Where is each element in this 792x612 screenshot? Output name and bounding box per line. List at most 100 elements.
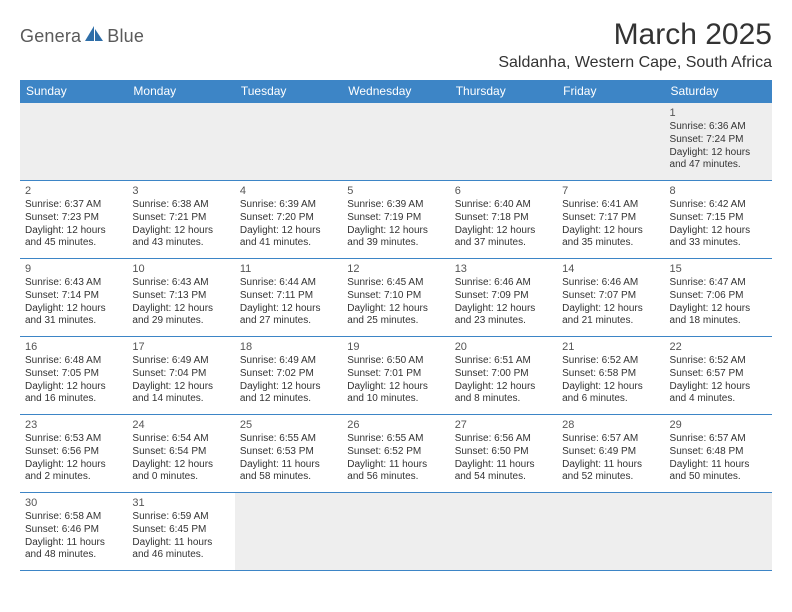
daylight-line: Daylight: 12 hours and 8 minutes. bbox=[455, 381, 552, 407]
calendar-cell: 18Sunrise: 6:49 AMSunset: 7:02 PMDayligh… bbox=[235, 337, 342, 415]
weekday-header: Sunday bbox=[20, 80, 127, 103]
calendar-cell: 2Sunrise: 6:37 AMSunset: 7:23 PMDaylight… bbox=[20, 181, 127, 259]
daylight-line: Daylight: 12 hours and 16 minutes. bbox=[25, 381, 122, 407]
daylight-line: Daylight: 11 hours and 54 minutes. bbox=[455, 459, 552, 485]
sunrise-line: Sunrise: 6:43 AM bbox=[132, 277, 229, 290]
calendar-cell: 29Sunrise: 6:57 AMSunset: 6:48 PMDayligh… bbox=[665, 415, 772, 493]
sunrise-line: Sunrise: 6:45 AM bbox=[347, 277, 444, 290]
sunrise-line: Sunrise: 6:44 AM bbox=[240, 277, 337, 290]
daylight-line: Daylight: 12 hours and 14 minutes. bbox=[132, 381, 229, 407]
daylight-line: Daylight: 12 hours and 4 minutes. bbox=[670, 381, 767, 407]
day-number: 1 bbox=[670, 106, 767, 120]
day-number: 7 bbox=[562, 184, 659, 198]
day-number: 8 bbox=[670, 184, 767, 198]
weekday-header: Wednesday bbox=[342, 80, 449, 103]
calendar-cell: 4Sunrise: 6:39 AMSunset: 7:20 PMDaylight… bbox=[235, 181, 342, 259]
sunrise-line: Sunrise: 6:43 AM bbox=[25, 277, 122, 290]
sunrise-line: Sunrise: 6:49 AM bbox=[132, 355, 229, 368]
daylight-line: Daylight: 11 hours and 46 minutes. bbox=[132, 537, 229, 563]
calendar-cell: 19Sunrise: 6:50 AMSunset: 7:01 PMDayligh… bbox=[342, 337, 449, 415]
sunset-line: Sunset: 7:00 PM bbox=[455, 368, 552, 381]
calendar-cell-empty bbox=[20, 103, 127, 181]
day-number: 17 bbox=[132, 340, 229, 354]
sunrise-line: Sunrise: 6:59 AM bbox=[132, 511, 229, 524]
sunset-line: Sunset: 7:19 PM bbox=[347, 212, 444, 225]
sunrise-line: Sunrise: 6:52 AM bbox=[562, 355, 659, 368]
day-number: 26 bbox=[347, 418, 444, 432]
sunrise-line: Sunrise: 6:54 AM bbox=[132, 433, 229, 446]
sunrise-line: Sunrise: 6:38 AM bbox=[132, 199, 229, 212]
daylight-line: Daylight: 12 hours and 2 minutes. bbox=[25, 459, 122, 485]
sunset-line: Sunset: 7:01 PM bbox=[347, 368, 444, 381]
day-number: 19 bbox=[347, 340, 444, 354]
sunset-line: Sunset: 6:58 PM bbox=[562, 368, 659, 381]
calendar-cell: 13Sunrise: 6:46 AMSunset: 7:09 PMDayligh… bbox=[450, 259, 557, 337]
calendar-cell: 26Sunrise: 6:55 AMSunset: 6:52 PMDayligh… bbox=[342, 415, 449, 493]
daylight-line: Daylight: 12 hours and 21 minutes. bbox=[562, 303, 659, 329]
calendar-cell: 31Sunrise: 6:59 AMSunset: 6:45 PMDayligh… bbox=[127, 493, 234, 571]
sunset-line: Sunset: 7:02 PM bbox=[240, 368, 337, 381]
day-number: 25 bbox=[240, 418, 337, 432]
sunrise-line: Sunrise: 6:39 AM bbox=[240, 199, 337, 212]
day-number: 14 bbox=[562, 262, 659, 276]
day-number: 12 bbox=[347, 262, 444, 276]
weekday-header: Monday bbox=[127, 80, 234, 103]
day-number: 22 bbox=[670, 340, 767, 354]
calendar-cell-empty bbox=[342, 493, 449, 571]
daylight-line: Daylight: 12 hours and 47 minutes. bbox=[670, 147, 767, 173]
logo-text-right: Blue bbox=[107, 26, 144, 47]
sunrise-line: Sunrise: 6:52 AM bbox=[670, 355, 767, 368]
sunrise-line: Sunrise: 6:49 AM bbox=[240, 355, 337, 368]
sunrise-line: Sunrise: 6:46 AM bbox=[455, 277, 552, 290]
day-number: 31 bbox=[132, 496, 229, 510]
day-number: 30 bbox=[25, 496, 122, 510]
sunrise-line: Sunrise: 6:55 AM bbox=[347, 433, 444, 446]
calendar-cell: 8Sunrise: 6:42 AMSunset: 7:15 PMDaylight… bbox=[665, 181, 772, 259]
sunrise-line: Sunrise: 6:48 AM bbox=[25, 355, 122, 368]
sunset-line: Sunset: 7:06 PM bbox=[670, 290, 767, 303]
day-number: 24 bbox=[132, 418, 229, 432]
daylight-line: Daylight: 11 hours and 50 minutes. bbox=[670, 459, 767, 485]
sunrise-line: Sunrise: 6:40 AM bbox=[455, 199, 552, 212]
daylight-line: Daylight: 12 hours and 45 minutes. bbox=[25, 225, 122, 251]
daylight-line: Daylight: 11 hours and 56 minutes. bbox=[347, 459, 444, 485]
sunset-line: Sunset: 7:05 PM bbox=[25, 368, 122, 381]
calendar-cell: 22Sunrise: 6:52 AMSunset: 6:57 PMDayligh… bbox=[665, 337, 772, 415]
daylight-line: Daylight: 12 hours and 31 minutes. bbox=[25, 303, 122, 329]
day-number: 13 bbox=[455, 262, 552, 276]
daylight-line: Daylight: 12 hours and 43 minutes. bbox=[132, 225, 229, 251]
sunset-line: Sunset: 6:52 PM bbox=[347, 446, 444, 459]
daylight-line: Daylight: 12 hours and 12 minutes. bbox=[240, 381, 337, 407]
sunrise-line: Sunrise: 6:57 AM bbox=[670, 433, 767, 446]
calendar-cell: 6Sunrise: 6:40 AMSunset: 7:18 PMDaylight… bbox=[450, 181, 557, 259]
daylight-line: Daylight: 12 hours and 27 minutes. bbox=[240, 303, 337, 329]
calendar-cell-empty bbox=[557, 493, 664, 571]
sunset-line: Sunset: 7:10 PM bbox=[347, 290, 444, 303]
sunset-line: Sunset: 7:24 PM bbox=[670, 134, 767, 147]
calendar-cell: 1Sunrise: 6:36 AMSunset: 7:24 PMDaylight… bbox=[665, 103, 772, 181]
calendar-cell-empty bbox=[557, 103, 664, 181]
calendar-row: 9Sunrise: 6:43 AMSunset: 7:14 PMDaylight… bbox=[20, 259, 772, 337]
daylight-line: Daylight: 11 hours and 48 minutes. bbox=[25, 537, 122, 563]
sunrise-line: Sunrise: 6:58 AM bbox=[25, 511, 122, 524]
calendar-cell: 25Sunrise: 6:55 AMSunset: 6:53 PMDayligh… bbox=[235, 415, 342, 493]
calendar-row: 1Sunrise: 6:36 AMSunset: 7:24 PMDaylight… bbox=[20, 103, 772, 181]
daylight-line: Daylight: 12 hours and 37 minutes. bbox=[455, 225, 552, 251]
daylight-line: Daylight: 11 hours and 52 minutes. bbox=[562, 459, 659, 485]
sunrise-line: Sunrise: 6:39 AM bbox=[347, 199, 444, 212]
daylight-line: Daylight: 12 hours and 10 minutes. bbox=[347, 381, 444, 407]
daylight-line: Daylight: 12 hours and 39 minutes. bbox=[347, 225, 444, 251]
daylight-line: Daylight: 12 hours and 33 minutes. bbox=[670, 225, 767, 251]
calendar-cell: 24Sunrise: 6:54 AMSunset: 6:54 PMDayligh… bbox=[127, 415, 234, 493]
calendar-cell: 20Sunrise: 6:51 AMSunset: 7:00 PMDayligh… bbox=[450, 337, 557, 415]
location-subtitle: Saldanha, Western Cape, South Africa bbox=[498, 54, 772, 72]
day-number: 9 bbox=[25, 262, 122, 276]
daylight-line: Daylight: 12 hours and 0 minutes. bbox=[132, 459, 229, 485]
calendar-cell: 11Sunrise: 6:44 AMSunset: 7:11 PMDayligh… bbox=[235, 259, 342, 337]
sunset-line: Sunset: 6:50 PM bbox=[455, 446, 552, 459]
calendar-cell: 12Sunrise: 6:45 AMSunset: 7:10 PMDayligh… bbox=[342, 259, 449, 337]
calendar-cell: 10Sunrise: 6:43 AMSunset: 7:13 PMDayligh… bbox=[127, 259, 234, 337]
calendar-cell-empty bbox=[235, 103, 342, 181]
day-number: 15 bbox=[670, 262, 767, 276]
calendar-cell: 14Sunrise: 6:46 AMSunset: 7:07 PMDayligh… bbox=[557, 259, 664, 337]
